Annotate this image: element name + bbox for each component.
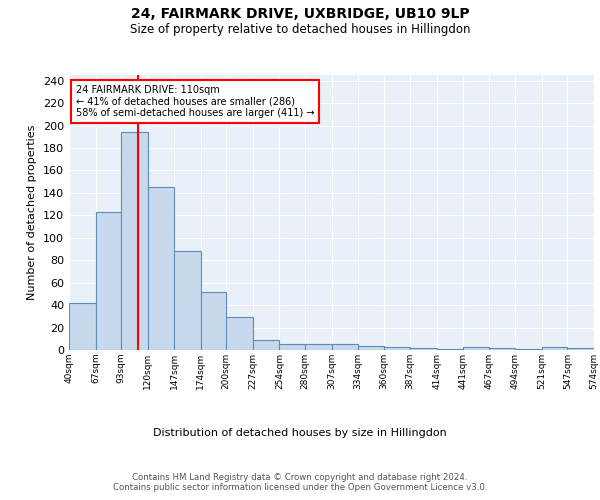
Bar [542, 346, 568, 350]
Bar [280, 344, 305, 350]
Bar [95, 212, 121, 350]
Bar [568, 348, 594, 350]
Bar [253, 340, 280, 350]
Bar [383, 346, 410, 350]
Bar [148, 187, 174, 350]
Bar [358, 346, 383, 350]
Text: Size of property relative to detached houses in Hillingdon: Size of property relative to detached ho… [130, 22, 470, 36]
Bar [331, 344, 358, 350]
Text: Contains HM Land Registry data © Crown copyright and database right 2024.
Contai: Contains HM Land Registry data © Crown c… [113, 472, 487, 492]
Bar [226, 318, 253, 350]
Bar [515, 349, 542, 350]
Bar [201, 292, 226, 350]
Bar [69, 303, 95, 350]
Text: 24, FAIRMARK DRIVE, UXBRIDGE, UB10 9LP: 24, FAIRMARK DRIVE, UXBRIDGE, UB10 9LP [131, 8, 469, 22]
Y-axis label: Number of detached properties: Number of detached properties [28, 125, 37, 300]
Text: 24 FAIRMARK DRIVE: 110sqm
← 41% of detached houses are smaller (286)
58% of semi: 24 FAIRMARK DRIVE: 110sqm ← 41% of detac… [76, 85, 314, 118]
Text: Distribution of detached houses by size in Hillingdon: Distribution of detached houses by size … [153, 428, 447, 438]
Bar [305, 344, 331, 350]
Bar [174, 251, 201, 350]
Bar [437, 349, 463, 350]
Bar [463, 346, 489, 350]
Bar [410, 348, 437, 350]
Bar [489, 348, 515, 350]
Bar [121, 132, 148, 350]
